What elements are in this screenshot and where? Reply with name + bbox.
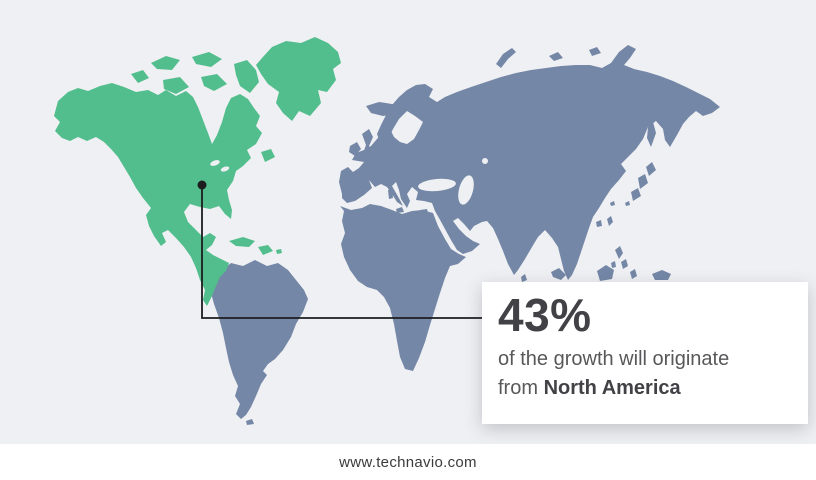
website-url: www.technavio.com: [339, 453, 477, 471]
island-philippines-3: [611, 261, 616, 268]
island-tierra-del-fuego: [246, 419, 254, 425]
island-new-guinea: [652, 270, 671, 280]
island-ryukyu-1: [625, 201, 630, 206]
island-sicily: [396, 207, 404, 213]
island-philippines-2: [621, 259, 628, 269]
arctic-island-2: [192, 52, 222, 67]
island-great-britain: [362, 129, 375, 161]
island-sumatra: [551, 268, 566, 280]
callout-line1: of the growth will originate: [498, 348, 730, 370]
island-novaya-zemlya: [496, 48, 516, 68]
callout-description: of the growth will originate from North …: [498, 345, 790, 403]
footer-bar: www.technavio.com: [0, 444, 816, 480]
great-lakes-2: [220, 166, 230, 172]
callout-connector: [197, 180, 482, 319]
callout-region-name: North America: [543, 377, 681, 399]
arctic-island-3: [163, 77, 189, 94]
island-baffin: [234, 60, 259, 93]
black-sea: [418, 178, 456, 192]
island-taiwan: [607, 216, 613, 226]
island-arctic-1: [549, 52, 563, 61]
world-map-area: [0, 0, 816, 444]
caspian-sea: [458, 175, 474, 205]
connector-line: [201, 186, 482, 319]
island-crete: [420, 209, 428, 214]
island-arctic-2: [589, 47, 601, 56]
arctic-island-4: [201, 74, 227, 91]
region-south-america: [211, 260, 308, 419]
region-africa: [340, 204, 466, 371]
island-sakhalin: [647, 122, 656, 147]
aral-sea: [482, 158, 488, 164]
island-iceland: [366, 102, 402, 116]
arctic-island-1: [151, 56, 180, 70]
island-ryukyu-2: [610, 201, 615, 206]
callout-percentage: 43%: [498, 289, 592, 341]
greenland: [256, 37, 341, 121]
island-japan-1: [646, 162, 656, 176]
island-sardinia: [388, 189, 393, 199]
island-newfoundland: [261, 149, 275, 162]
island-cuba: [229, 237, 255, 247]
region-marker-dot: [197, 180, 207, 190]
region-north-america: [54, 37, 341, 306]
arctic-island-5: [131, 70, 149, 83]
island-puerto-rico: [276, 249, 282, 254]
island-japan-3: [631, 188, 641, 201]
island-japan-2: [638, 174, 648, 189]
island-hispaniola: [258, 245, 273, 255]
island-hainan: [596, 220, 602, 227]
island-borneo: [597, 265, 614, 281]
region-eurasia: [339, 45, 720, 280]
north-america-mainland: [54, 83, 262, 306]
regions-other-continents: [211, 45, 720, 425]
island-sulawesi: [630, 269, 637, 279]
island-philippines-1: [615, 246, 623, 259]
callout-line2-prefix: from: [498, 377, 544, 399]
island-sri-lanka: [521, 274, 527, 282]
island-ireland: [349, 142, 361, 156]
world-map-svg: [54, 37, 720, 425]
callout-card: 43% of the growth will originate from No…: [482, 282, 808, 424]
great-lakes-1: [210, 160, 220, 166]
